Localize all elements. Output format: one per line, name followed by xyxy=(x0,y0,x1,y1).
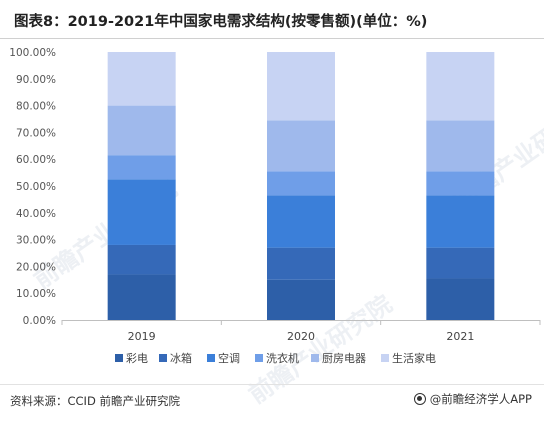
bar-segment xyxy=(426,171,495,196)
y-tick-label: 60.00% xyxy=(16,154,56,166)
legend-label: 冰箱 xyxy=(170,351,192,365)
bar-segment xyxy=(267,195,335,248)
title-divider xyxy=(0,38,544,39)
bar-segment xyxy=(107,105,176,156)
bar-segment xyxy=(267,120,335,172)
stacked-bar-chart: 0.00% 10.00% 20.00% 30.00% 40.00% 50.00% 60.00… xyxy=(9,47,541,365)
bar-segment xyxy=(426,52,495,121)
bar-segment xyxy=(426,247,495,279)
bar-segment xyxy=(426,195,495,248)
y-tick-label: 30.00% xyxy=(16,235,56,247)
legend-label: 洗衣机 xyxy=(266,351,299,365)
legend-swatch xyxy=(381,354,389,362)
x-tick-label: 2020 xyxy=(287,330,315,343)
legend-swatch xyxy=(255,354,263,362)
bar-segment xyxy=(107,244,176,275)
legend-swatch xyxy=(207,354,215,362)
x-tick-label: 2021 xyxy=(446,330,474,343)
brand-logo-icon xyxy=(413,393,426,405)
footer-divider xyxy=(0,384,544,385)
bar-segment xyxy=(107,52,176,106)
brand-credit: @前瞻经济学人APP xyxy=(413,391,532,407)
bar-segment xyxy=(107,179,176,245)
bar-segment xyxy=(426,278,495,320)
x-tick-label: 2019 xyxy=(128,330,156,343)
legend-swatch xyxy=(311,354,319,362)
bar-segment xyxy=(267,52,335,121)
bar-segment xyxy=(107,274,176,320)
bar-segment xyxy=(267,171,335,196)
y-tick-label: 70.00% xyxy=(16,127,56,139)
source-note: 资料来源：CCID 前瞻产业研究院 xyxy=(10,394,180,408)
y-tick-label: 10.00% xyxy=(16,288,56,300)
y-tick-label: 0.00% xyxy=(23,315,56,327)
bar-segment xyxy=(426,120,495,172)
y-tick-label: 50.00% xyxy=(16,181,56,193)
legend-swatch xyxy=(115,354,123,362)
y-tick-label: 100.00% xyxy=(9,47,56,59)
y-tick-label: 20.00% xyxy=(16,261,56,273)
y-tick-label: 80.00% xyxy=(16,101,56,113)
bar-segment xyxy=(267,279,335,320)
y-tick-label: 90.00% xyxy=(16,74,56,86)
brand-label: @前瞻经济学人APP xyxy=(429,392,532,406)
bar-segment xyxy=(107,155,176,180)
bar-segment xyxy=(267,247,335,280)
legend-label: 厨房电器 xyxy=(322,352,366,365)
chart-title: 图表8：2019-2021年中国家电需求结构(按零售额)(单位：%) xyxy=(14,14,428,30)
legend-label: 空调 xyxy=(218,351,240,365)
legend-swatch xyxy=(159,354,167,362)
y-tick-label: 40.00% xyxy=(16,208,56,220)
legend-label: 彩电 xyxy=(126,352,148,365)
legend-label: 生活家电 xyxy=(392,351,436,365)
